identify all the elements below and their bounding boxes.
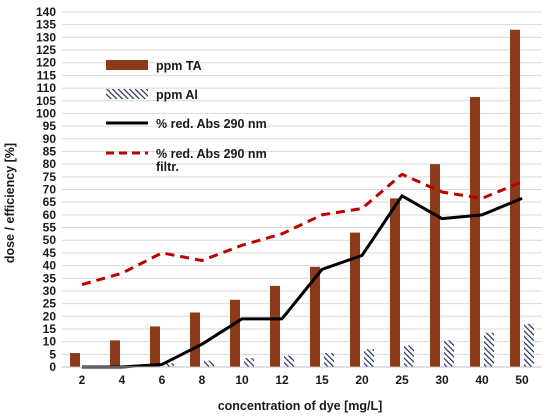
x-tick-label: 10 — [235, 373, 249, 387]
bar-ppm-ta — [430, 164, 440, 367]
legend-label-red-abs-filtr: % red. Abs 290 nm — [156, 147, 267, 161]
y-tick-label: 115 — [37, 68, 57, 82]
legend-label-ppm-ta: ppm TA — [156, 59, 202, 73]
bar-ppm-al — [364, 349, 374, 367]
legend-label-red-abs: % red. Abs 290 nm — [156, 117, 267, 131]
y-tick-label: 60 — [43, 208, 57, 222]
lines — [81, 172, 523, 369]
y-tick-label: 25 — [43, 297, 57, 311]
x-tick-label: 8 — [199, 373, 206, 387]
x-tick-label: 30 — [435, 373, 449, 387]
y-tick-label: 15 — [43, 322, 57, 336]
bar-ppm-al — [404, 345, 414, 367]
y-tick-label: 65 — [43, 195, 57, 209]
y-tick-label: 105 — [36, 94, 56, 108]
legend: ppm TA ppm Al % red. Abs 290 nm % red. A… — [106, 59, 267, 174]
y-tick-label: 0 — [49, 360, 56, 374]
bar-ppm-ta — [350, 232, 360, 367]
y-tick-label: 40 — [43, 259, 57, 273]
legend-swatch-ppm-al — [106, 89, 148, 99]
bars — [70, 29, 534, 368]
x-tick-label: 25 — [395, 373, 409, 387]
y-tick-label: 45 — [43, 246, 57, 260]
y-tick-label: 135 — [36, 18, 56, 32]
y-tick-label: 95 — [43, 119, 57, 133]
x-tick-label: 15 — [315, 373, 329, 387]
y-tick-label: 110 — [37, 81, 57, 95]
y-axis-title: dose / efficiency [%] — [3, 143, 17, 263]
y-tick-label: 120 — [36, 56, 56, 70]
bar-ppm-ta — [150, 326, 160, 367]
bar-ppm-ta — [190, 312, 200, 367]
bar-ppm-ta — [70, 353, 80, 367]
y-tick-label: 20 — [43, 309, 57, 323]
bar-ppm-al — [444, 340, 454, 367]
bar-ppm-al — [204, 360, 214, 367]
y-tick-label: 35 — [43, 271, 57, 285]
bar-ppm-ta — [510, 29, 520, 367]
grid — [62, 11, 542, 355]
x-tick-label: 6 — [159, 373, 166, 387]
x-tick-label: 40 — [475, 373, 489, 387]
y-tick-label: 130 — [36, 30, 56, 44]
bar-ppm-ta — [270, 285, 280, 367]
y-tick-label: 10 — [43, 335, 57, 349]
x-tick-label: 12 — [275, 373, 289, 387]
y-tick-label: 5 — [49, 347, 56, 361]
y-tick-label: 30 — [43, 284, 57, 298]
bar-ppm-al — [484, 332, 494, 367]
x-tick-label: 4 — [119, 373, 126, 387]
bar-ppm-ta — [390, 198, 400, 367]
bar-ppm-ta — [230, 299, 240, 367]
x-tick-label: 2 — [79, 373, 86, 387]
bar-ppm-al — [244, 358, 254, 367]
line-red-abs-290 — [82, 194, 523, 369]
legend-label-red-abs-filtr-line2: filtr. — [156, 160, 179, 174]
bar-ppm-ta — [110, 340, 120, 367]
legend-label-ppm-al: ppm Al — [156, 88, 198, 102]
y-tick-label: 90 — [43, 132, 57, 146]
y-tick-label: 55 — [43, 221, 57, 235]
bar-ppm-al — [164, 363, 174, 367]
line-red-abs-290-filtr — [81, 172, 523, 287]
y-tick-label: 140 — [36, 5, 56, 19]
y-tick-label: 125 — [36, 43, 56, 57]
x-axis-title: concentration of dye [mg/L] — [218, 399, 383, 413]
bar-ppm-al — [284, 355, 294, 367]
bar-ppm-al — [524, 323, 534, 367]
y-tick-label: 50 — [43, 233, 57, 247]
y-tick-label: 100 — [36, 106, 56, 120]
x-tick-label: 50 — [515, 373, 529, 387]
y-tick-label: 70 — [43, 183, 57, 197]
y-tick-label: 75 — [43, 170, 57, 184]
legend-swatch-ppm-ta — [106, 60, 148, 70]
x-tick-labels: 2 4 6 8 10 12 15 20 25 30 40 50 — [79, 373, 529, 387]
y-tick-label: 80 — [43, 157, 57, 171]
bar-ppm-al — [324, 353, 334, 367]
x-tick-label: 20 — [355, 373, 369, 387]
y-tick-label: 85 — [43, 144, 57, 158]
y-tick-labels: 0510152025303540455055606570758085909510… — [36, 5, 56, 374]
bar-ppm-ta — [470, 96, 480, 368]
bar-ppm-ta — [310, 266, 320, 367]
